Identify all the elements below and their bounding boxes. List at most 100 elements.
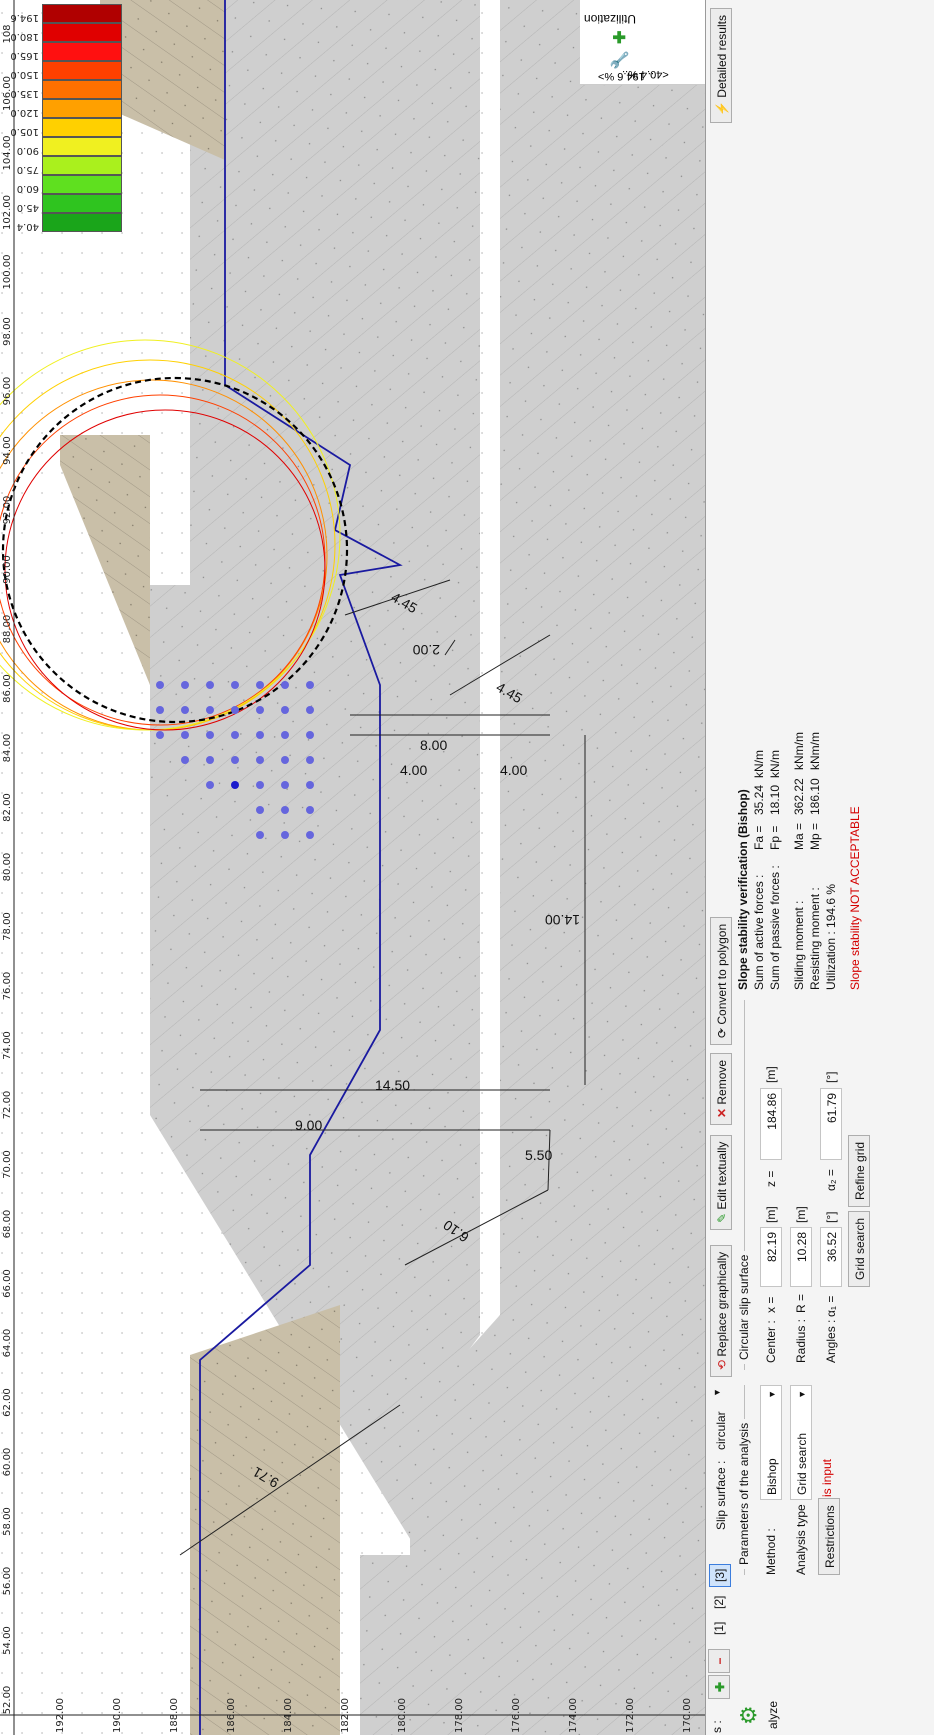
y-tick-label: 182.00 bbox=[340, 1698, 351, 1733]
x-tick-label: 52.00 bbox=[2, 1686, 13, 1715]
alpha1-label: α₁ = bbox=[824, 1295, 838, 1317]
x-label: x = bbox=[764, 1296, 778, 1313]
replace-graphically-button[interactable]: ⟲ Replace graphically bbox=[710, 1244, 732, 1377]
legend-swatch bbox=[42, 61, 122, 80]
slip-circles bbox=[0, 339, 349, 731]
x-tick-label: 74.00 bbox=[2, 1031, 13, 1060]
utilization-range-max: .. 194.6 %> bbox=[598, 70, 654, 82]
wrench-icon[interactable]: 🔧 bbox=[612, 50, 629, 70]
dim-label-6: 4.00 bbox=[400, 762, 427, 778]
legend-swatch bbox=[42, 194, 122, 213]
center-z-input[interactable]: 184.86 bbox=[760, 1088, 782, 1160]
x-tick-label: 82.00 bbox=[2, 793, 13, 822]
y-tick-label: 172.00 bbox=[625, 1698, 636, 1733]
dim-label-7: 4.00 bbox=[500, 762, 527, 778]
dim-label-5: 14.00 bbox=[545, 912, 580, 928]
x-axis-ticks: 52.00 54.00 56.00 58.00 60.00 62.00 64.00 66.00… bbox=[2, 24, 13, 1715]
alpha1-input[interactable]: 36.52 bbox=[820, 1227, 842, 1287]
z-unit: [m] bbox=[764, 1066, 778, 1083]
legend-value: 194.6 bbox=[10, 12, 39, 23]
x-unit: [m] bbox=[764, 1206, 778, 1223]
stage-tab-3[interactable]: [3] bbox=[709, 1563, 731, 1587]
radius-input[interactable]: 10.28 bbox=[790, 1227, 812, 1287]
pencil-icon: ✎ bbox=[715, 1209, 729, 1223]
close-icon: ✕ bbox=[715, 1104, 729, 1118]
legend-value: 180.0 bbox=[10, 31, 39, 42]
analysis-type-value: Grid search bbox=[795, 1432, 809, 1495]
passive-forces-unit: kN/m bbox=[768, 750, 782, 778]
remove-button[interactable]: ✕ Remove bbox=[710, 1052, 732, 1125]
drawing-canvas[interactable]: 9.71 6.10 5.50 9.00 14.50 14.00 4.00 4.0… bbox=[0, 0, 706, 1735]
x-tick-label: 100.00 bbox=[2, 255, 13, 290]
resisting-moment-value: 186.10 bbox=[808, 778, 822, 815]
x-tick-label: 66.00 bbox=[2, 1269, 13, 1298]
analysis-type-select[interactable]: Grid search ▼ bbox=[790, 1385, 812, 1500]
add-icon[interactable]: ✚ bbox=[612, 30, 629, 44]
analyze-button[interactable]: ⚙ alyze bbox=[736, 1691, 786, 1733]
circular-group-title: Circular slip surface bbox=[737, 1250, 751, 1364]
x-tick-label: 90.00 bbox=[2, 555, 13, 584]
x-tick-label: 92.00 bbox=[2, 496, 13, 525]
legend-swatch bbox=[42, 42, 122, 61]
soil-layer-lower bbox=[360, 0, 705, 1735]
passive-forces-sym: Fp = bbox=[768, 825, 782, 850]
method-select[interactable]: Bishop ▼ bbox=[760, 1385, 782, 1500]
passive-forces-row: Sum of passive forces : Fp = 18.10 kN/m bbox=[768, 750, 782, 990]
legend-swatch bbox=[42, 4, 122, 23]
legend-value: 60.0 bbox=[16, 183, 39, 194]
restrictions-button[interactable]: Restrictions bbox=[818, 1498, 840, 1575]
y-axis-ticks: 170.00 172.00 174.00 176.00 178.00 180.00 182.… bbox=[55, 1698, 693, 1733]
y-tick-label: 186.00 bbox=[226, 1698, 237, 1733]
legend-swatch bbox=[42, 156, 122, 175]
x-tick-label: 86.00 bbox=[2, 674, 13, 703]
stages-label: s : bbox=[710, 1720, 724, 1733]
replace-graphically-label: Replace graphically bbox=[715, 1251, 729, 1357]
y-tick-label: 176.00 bbox=[511, 1698, 522, 1733]
legend-value: 105.0 bbox=[10, 126, 39, 137]
active-forces-row: Sum of active forces : Fa = 35.24 kN/m bbox=[752, 750, 766, 990]
refine-grid-button[interactable]: Refine grid bbox=[848, 1134, 870, 1207]
alpha2-input[interactable]: 61.79 bbox=[820, 1088, 842, 1160]
x-tick-label: 58.00 bbox=[2, 1507, 13, 1536]
sliding-moment-sym: Ma = bbox=[792, 822, 806, 850]
dimension-lines bbox=[179, 579, 586, 1556]
x-tick-label: 60.00 bbox=[2, 1448, 13, 1477]
results-title: Slope stability verification (Bishop) bbox=[736, 789, 750, 990]
remove-stage-icon[interactable]: − bbox=[708, 1649, 730, 1673]
resisting-moment-row: Resisting moment : Mp = 186.10 kNm/m bbox=[808, 732, 822, 990]
detailed-results-button[interactable]: ⚡ Detailed results bbox=[710, 8, 732, 123]
x-tick-label: 98.00 bbox=[2, 317, 13, 346]
alpha1-unit: [°] bbox=[824, 1211, 838, 1223]
x-tick-label: 76.00 bbox=[2, 972, 13, 1001]
utilization-result: Utilization : 194.6 % bbox=[824, 883, 838, 990]
x-tick-label: 108 bbox=[2, 24, 13, 43]
soil-layer-fill bbox=[100, 0, 225, 160]
x-tick-label: 78.00 bbox=[2, 912, 13, 941]
dim-label-10: 2.00 bbox=[413, 642, 440, 658]
x-tick-label: 62.00 bbox=[2, 1388, 13, 1417]
center-label: Center : bbox=[764, 1320, 778, 1363]
x-tick-label: 106.00 bbox=[2, 76, 13, 111]
x-tick-label: 54.00 bbox=[2, 1626, 13, 1655]
method-value: Bishop bbox=[765, 1458, 779, 1495]
legend-swatch bbox=[42, 99, 122, 118]
slip-surface-value[interactable]: circular bbox=[714, 1411, 728, 1450]
chevron-down-icon[interactable]: ▼ bbox=[712, 1388, 722, 1397]
radius-label: Radius : bbox=[794, 1318, 808, 1363]
passive-forces-value: 18.10 bbox=[768, 784, 782, 815]
edit-textually-button[interactable]: ✎ Edit textually bbox=[710, 1134, 732, 1230]
passive-forces-label: Sum of passive forces : bbox=[768, 865, 782, 990]
add-stage-icon[interactable]: ✚ bbox=[708, 1675, 730, 1699]
y-tick-label: 170.00 bbox=[682, 1698, 693, 1733]
stage-tab-1[interactable]: [1] bbox=[712, 1621, 726, 1635]
active-forces-value: 35.24 bbox=[752, 784, 766, 815]
convert-to-polygon-label: Convert to polygon bbox=[715, 923, 729, 1025]
grid-search-button[interactable]: Grid search bbox=[848, 1210, 870, 1287]
legend-swatch bbox=[42, 137, 122, 156]
stage-tab-2[interactable]: [2] bbox=[712, 1595, 726, 1609]
verdict-text: Slope stability NOT ACCEPTABLE bbox=[848, 806, 862, 990]
legend-swatch bbox=[42, 80, 122, 99]
legend-value: 120.0 bbox=[10, 107, 39, 118]
convert-to-polygon-button[interactable]: ⟳ Convert to polygon bbox=[710, 916, 732, 1045]
center-x-input[interactable]: 82.19 bbox=[760, 1227, 782, 1287]
